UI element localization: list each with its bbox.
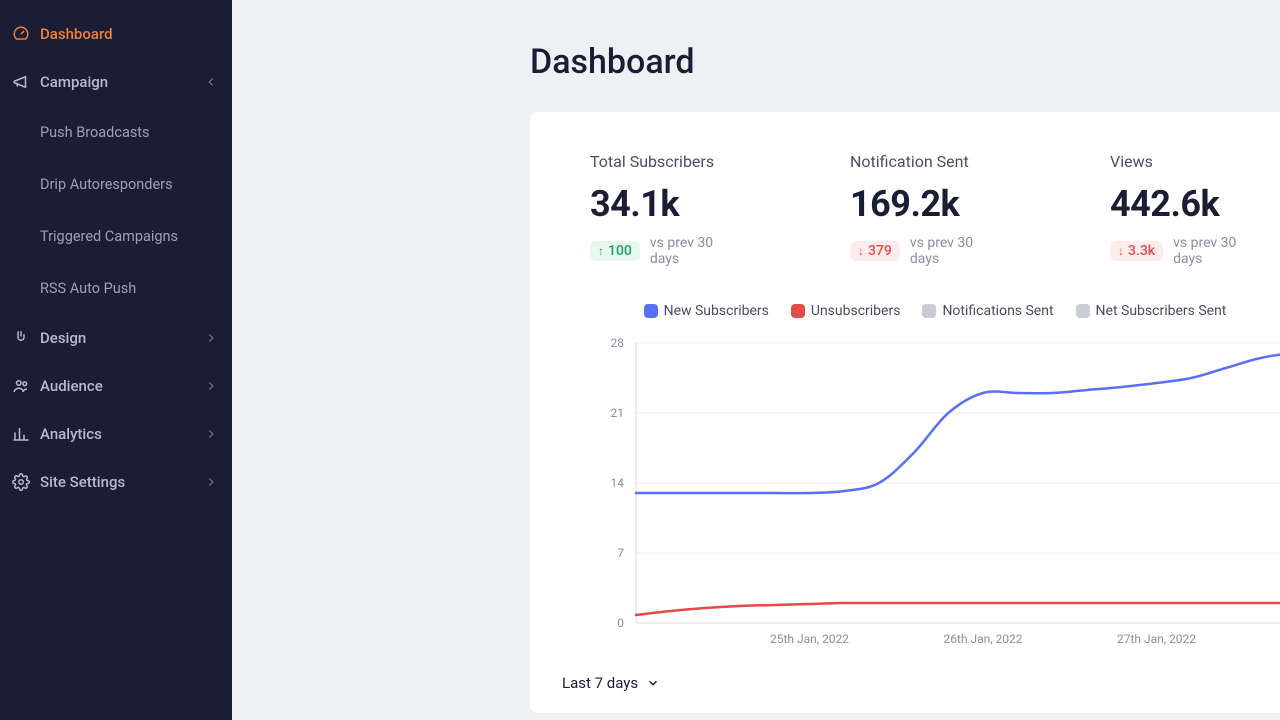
legend-swatch — [644, 304, 658, 318]
legend-item-net-subscribers[interactable]: Net Subscribers Sent — [1076, 303, 1227, 319]
stat-delta-row: ↓ 379 vs prev 30 days — [850, 235, 1000, 267]
stat-delta-value: 100 — [608, 243, 632, 259]
sidebar-subitem-rss-auto-push[interactable]: RSS Auto Push — [6, 262, 232, 314]
line-chart: 0 7 14 21 28 25th Jan, 2022 26th Jan, 2022 27th… — [590, 333, 1280, 653]
legend-label: Notifications Sent — [942, 303, 1053, 319]
stat-label: Total Subscribers — [590, 152, 740, 171]
svg-text:25th Jan, 2022: 25th Jan, 2022 — [770, 632, 849, 646]
chevron-right-icon — [204, 475, 218, 489]
sidebar-item-label: Dashboard — [40, 25, 113, 43]
sidebar-item-label: Audience — [40, 377, 103, 395]
legend-item-new-subscribers[interactable]: New Subscribers — [644, 303, 769, 319]
chevron-down-icon — [204, 75, 218, 89]
sidebar-subitem-triggered-campaigns[interactable]: Triggered Campaigns — [6, 210, 232, 262]
sidebar-subitem-label: Triggered Campaigns — [40, 228, 178, 245]
stat-delta: ↑ 100 — [590, 241, 640, 261]
stat-views: Views 442.6k ↓ 3.3k vs prev 30 days — [1110, 152, 1260, 267]
gear-icon — [12, 473, 30, 491]
dashboard-card: Total Subscribers 34.1k ↑ 100 vs prev 30 … — [530, 112, 1280, 713]
legend-label: Net Subscribers Sent — [1096, 303, 1227, 319]
sidebar-subitem-label: Push Broadcasts — [40, 124, 150, 141]
chevron-right-icon — [204, 331, 218, 345]
svg-text:0: 0 — [617, 616, 624, 630]
stat-delta-value: 3.3k — [1128, 243, 1155, 259]
page-title: Dashboard — [530, 42, 695, 82]
sidebar-item-analytics[interactable]: Analytics — [0, 410, 232, 458]
stat-compare: vs prev 30 days — [650, 235, 740, 267]
sidebar-item-label: Design — [40, 329, 86, 347]
sidebar-item-site-settings[interactable]: Site Settings — [0, 458, 232, 506]
stat-delta: ↓ 3.3k — [1110, 241, 1163, 261]
svg-text:28: 28 — [611, 336, 625, 350]
stat-delta: ↓ 379 — [850, 241, 900, 261]
chart-wrap: New Subscribers Unsubscribers Notificati… — [590, 303, 1280, 653]
stat-delta-row: ↓ 3.3k vs prev 30 days — [1110, 235, 1260, 267]
stat-compare: vs prev 30 days — [1173, 235, 1260, 267]
stat-compare: vs prev 30 days — [910, 235, 1000, 267]
sidebar-item-dashboard[interactable]: Dashboard — [0, 10, 232, 58]
stats-row: Total Subscribers 34.1k ↑ 100 vs prev 30 … — [590, 152, 1280, 267]
stat-label: Views — [1110, 152, 1260, 171]
sidebar-item-audience[interactable]: Audience — [0, 362, 232, 410]
svg-text:26th Jan, 2022: 26th Jan, 2022 — [943, 632, 1022, 646]
stat-value: 34.1k — [590, 183, 740, 225]
stat-total-subscribers: Total Subscribers 34.1k ↑ 100 vs prev 30 … — [590, 152, 740, 267]
stat-value: 442.6k — [1110, 183, 1260, 225]
date-range-selector[interactable]: Last 7 days — [562, 674, 660, 692]
chevron-down-icon — [646, 676, 660, 690]
legend-swatch — [1076, 304, 1090, 318]
campaign-subitems: Push Broadcasts Drip Autoresponders Trig… — [0, 106, 232, 314]
stat-value: 169.2k — [850, 183, 1000, 225]
legend-swatch — [922, 304, 936, 318]
legend-label: New Subscribers — [664, 303, 769, 319]
users-icon — [12, 377, 30, 395]
chevron-right-icon — [204, 427, 218, 441]
pointer-icon — [12, 329, 30, 347]
stat-label: Notification Sent — [850, 152, 1000, 171]
legend-swatch — [791, 304, 805, 318]
arrow-down-icon: ↓ — [858, 244, 864, 258]
arrow-down-icon: ↓ — [1118, 244, 1124, 258]
sidebar-subitem-label: Drip Autoresponders — [40, 176, 173, 193]
svg-text:14: 14 — [611, 476, 625, 490]
svg-text:7: 7 — [617, 546, 624, 560]
stat-delta-value: 379 — [868, 243, 892, 259]
sidebar-item-label: Analytics — [40, 425, 102, 443]
chart-legend: New Subscribers Unsubscribers Notificati… — [590, 303, 1280, 319]
sidebar-item-campaign[interactable]: Campaign — [0, 58, 232, 106]
gauge-icon — [12, 25, 30, 43]
legend-item-notifications-sent[interactable]: Notifications Sent — [922, 303, 1053, 319]
sidebar-item-design[interactable]: Design — [0, 314, 232, 362]
chevron-right-icon — [204, 379, 218, 393]
bar-chart-icon — [12, 425, 30, 443]
legend-label: Unsubscribers — [811, 303, 901, 319]
sidebar-subitem-label: RSS Auto Push — [40, 280, 136, 297]
sidebar-subitem-push-broadcasts[interactable]: Push Broadcasts — [6, 106, 232, 158]
sidebar-subitem-drip-autoresponders[interactable]: Drip Autoresponders — [6, 158, 232, 210]
arrow-up-icon: ↑ — [598, 244, 604, 258]
sidebar: Dashboard Campaign Push Broadcasts Drip … — [0, 0, 232, 720]
svg-text:27th Jan, 2022: 27th Jan, 2022 — [1117, 632, 1196, 646]
sidebar-item-label: Campaign — [40, 73, 108, 91]
stat-notification-sent: Notification Sent 169.2k ↓ 379 vs prev 30… — [850, 152, 1000, 267]
stat-delta-row: ↑ 100 vs prev 30 days — [590, 235, 740, 267]
svg-text:21: 21 — [611, 406, 625, 420]
legend-item-unsubscribers[interactable]: Unsubscribers — [791, 303, 901, 319]
megaphone-icon — [12, 73, 30, 91]
date-range-label: Last 7 days — [562, 674, 638, 692]
sidebar-item-label: Site Settings — [40, 473, 125, 491]
main-content: Dashboard Total Subscribers 34.1k ↑ 100 v… — [232, 0, 1280, 720]
